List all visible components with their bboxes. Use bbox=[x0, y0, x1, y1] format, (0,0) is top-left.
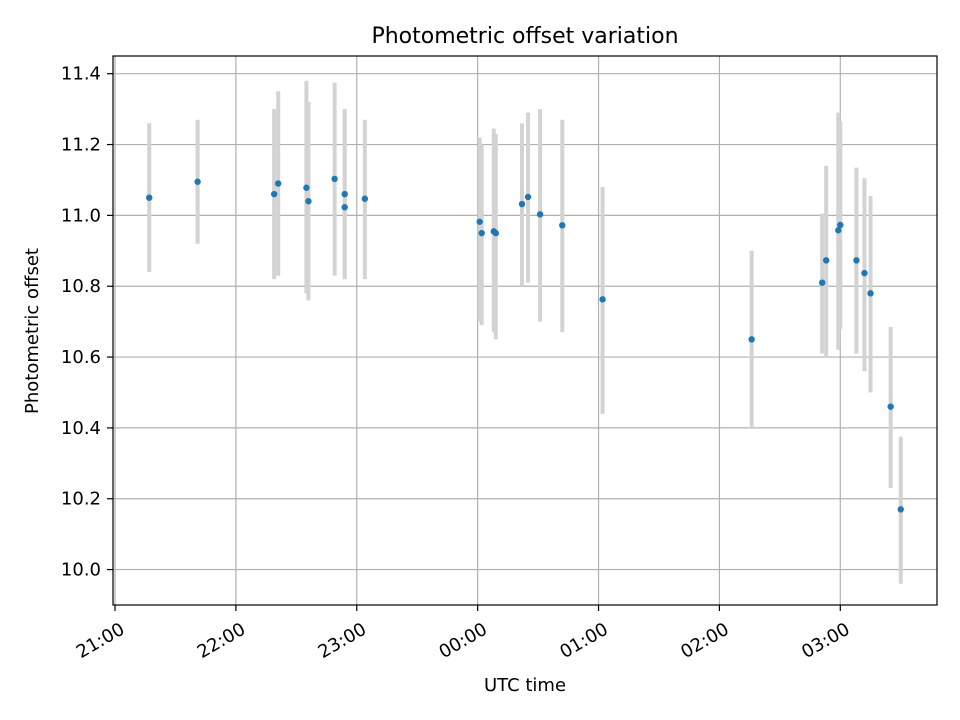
data-point bbox=[822, 257, 830, 264]
y-tick-label: 10.2 bbox=[61, 489, 101, 510]
x-tick-label: 21:00 bbox=[73, 619, 128, 663]
plot-frame bbox=[112, 55, 938, 606]
data-point bbox=[559, 222, 566, 229]
x-axis: 21:00 22:00 23:00 00:00 01:00 02:00 03:00 bbox=[73, 605, 854, 663]
data-point bbox=[835, 227, 842, 234]
chart-title: Photometric offset variation bbox=[371, 24, 678, 49]
data-point bbox=[478, 229, 485, 237]
data-point bbox=[536, 211, 544, 218]
x-tick-label: 00:00 bbox=[435, 619, 490, 663]
grid bbox=[113, 56, 937, 605]
data-point bbox=[275, 180, 282, 187]
data-point bbox=[361, 195, 369, 202]
x-tick-label: 22:00 bbox=[194, 619, 249, 663]
data-point bbox=[837, 221, 844, 229]
data-point bbox=[867, 290, 874, 297]
data-point bbox=[524, 193, 532, 201]
data-point bbox=[818, 279, 826, 286]
data-point bbox=[476, 218, 483, 225]
data-point bbox=[331, 175, 338, 183]
data-point bbox=[853, 257, 860, 264]
data-point bbox=[341, 204, 348, 211]
y-tick-label: 10.8 bbox=[61, 276, 101, 297]
y-tick-label: 11.0 bbox=[61, 205, 101, 226]
data-point bbox=[303, 184, 310, 191]
data-point bbox=[492, 229, 499, 237]
y-axis-label: Photometric offset bbox=[22, 248, 43, 414]
x-tick-label: 02:00 bbox=[677, 619, 732, 663]
data-point bbox=[897, 506, 904, 513]
x-tick-label: 03:00 bbox=[798, 619, 853, 663]
data-point bbox=[305, 198, 312, 205]
data-point bbox=[518, 200, 526, 208]
data-point bbox=[861, 269, 868, 277]
data-point bbox=[341, 190, 348, 198]
error-bars bbox=[147, 80, 903, 584]
y-tick-label: 10.6 bbox=[61, 347, 101, 368]
data-point bbox=[599, 296, 606, 303]
x-axis-label: UTC time bbox=[484, 675, 566, 696]
y-axis: 10.0 10.2 10.4 10.6 10.8 11.0 11.2 11.4 bbox=[61, 64, 113, 581]
y-tick-label: 11.2 bbox=[61, 135, 101, 156]
data-point bbox=[194, 178, 201, 185]
y-tick-label: 10.0 bbox=[61, 560, 101, 581]
y-tick-label: 11.4 bbox=[61, 64, 101, 85]
data-point bbox=[146, 194, 153, 201]
data-points bbox=[146, 175, 904, 513]
x-tick-label: 01:00 bbox=[556, 619, 611, 663]
data-point bbox=[887, 403, 894, 410]
data-point bbox=[748, 336, 755, 343]
data-point bbox=[270, 190, 278, 198]
y-tick-label: 10.4 bbox=[61, 418, 101, 439]
x-tick-label: 23:00 bbox=[315, 619, 370, 663]
